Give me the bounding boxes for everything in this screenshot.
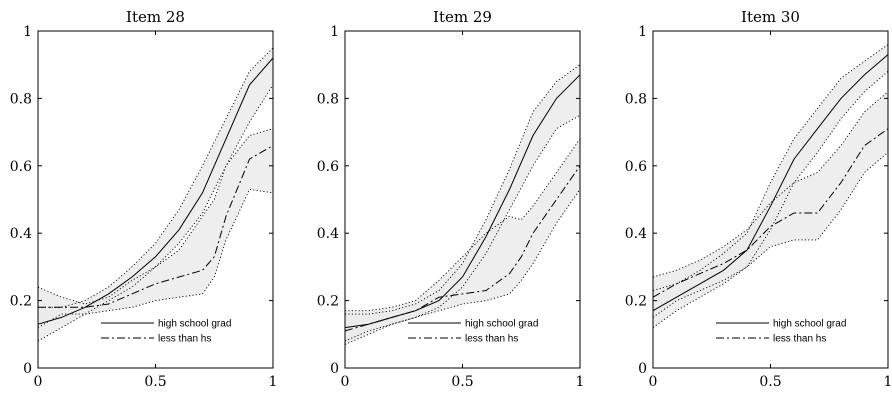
panel-3: 0 0.5 1 0 0.2 0.4 0.6 0.8 1 Item 30 high school gr… xyxy=(625,8,892,390)
confidence-band-2 xyxy=(38,128,273,328)
x-tick-label: 0.5 xyxy=(451,374,473,390)
series-line-2 xyxy=(38,145,274,308)
legend-label-2: less than hs xyxy=(158,334,211,345)
series-line-2 xyxy=(344,165,581,332)
chart-title: Item 29 xyxy=(433,8,492,26)
y-tick-label: 0.8 xyxy=(317,91,339,107)
x-tick-label: 0 xyxy=(341,374,350,390)
legend-label-2: less than hs xyxy=(773,334,826,345)
y-tick-label: 0.4 xyxy=(317,226,339,242)
x-tick-label: 0.5 xyxy=(144,374,166,390)
x-tick-label: 1 xyxy=(269,374,278,390)
series-line-1 xyxy=(652,54,889,312)
band-boundary-1-lower xyxy=(652,71,889,328)
legend-label-1: high school grad xyxy=(465,319,538,330)
legend-label-2: less than hs xyxy=(465,334,518,345)
y-tick-label: 0.4 xyxy=(10,226,32,242)
x-tick-label: 0 xyxy=(649,374,658,390)
series-line-1 xyxy=(37,57,274,325)
y-tick-label: 0 xyxy=(638,361,647,377)
legend-label-1: high school grad xyxy=(158,319,231,330)
panel-1: 0 0.5 1 0 0.2 0.4 0.6 0.8 1 Item 28 high school gr… xyxy=(10,8,278,390)
y-tick-label: 0 xyxy=(330,361,339,377)
chart-title: Item 28 xyxy=(126,8,185,26)
y-tick-label: 0.6 xyxy=(317,159,339,175)
band-boundary-1-upper xyxy=(652,44,889,291)
x-tick-label: 0.5 xyxy=(759,374,781,390)
series-line-1 xyxy=(344,74,581,329)
x-tick-label: 1 xyxy=(884,374,892,390)
y-tick-label: 0.8 xyxy=(10,91,32,107)
band-boundary-2-upper xyxy=(652,91,889,278)
x-tick-label: 0 xyxy=(34,374,43,390)
y-tick-label: 1 xyxy=(330,24,339,40)
y-tick-label: 0.2 xyxy=(625,294,647,310)
y-tick-label: 0.8 xyxy=(625,91,647,107)
y-tick-label: 0 xyxy=(23,361,32,377)
y-tick-label: 0.2 xyxy=(317,294,339,310)
panel-2: 0 0.5 1 0 0.2 0.4 0.6 0.8 1 Item 29 high school gr… xyxy=(317,8,585,390)
y-tick-label: 0.4 xyxy=(625,226,647,242)
legend: high school grad less than hs xyxy=(408,319,538,345)
y-tick-label: 1 xyxy=(23,24,32,40)
y-tick-label: 0.6 xyxy=(625,159,647,175)
band-boundary-1-lower xyxy=(344,114,581,342)
band-boundary-2-lower xyxy=(344,189,581,345)
confidence-band-2 xyxy=(653,91,888,318)
y-tick-label: 1 xyxy=(638,24,647,40)
band-boundary-2-lower xyxy=(652,151,889,318)
legend: high school grad less than hs xyxy=(101,319,231,345)
series-line-2 xyxy=(652,128,889,298)
legend: high school grad less than hs xyxy=(716,319,846,345)
y-tick-label: 0.2 xyxy=(10,294,32,310)
x-tick-label: 1 xyxy=(576,374,585,390)
y-tick-label: 0.6 xyxy=(10,159,32,175)
legend-label-1: high school grad xyxy=(773,319,846,330)
confidence-band-2 xyxy=(345,138,580,345)
band-boundary-2-upper xyxy=(345,138,581,312)
band-boundary-2-lower xyxy=(37,188,274,328)
chart-title: Item 30 xyxy=(741,8,800,26)
band-boundary-1-lower xyxy=(37,84,274,342)
confidence-band-1 xyxy=(653,44,888,328)
